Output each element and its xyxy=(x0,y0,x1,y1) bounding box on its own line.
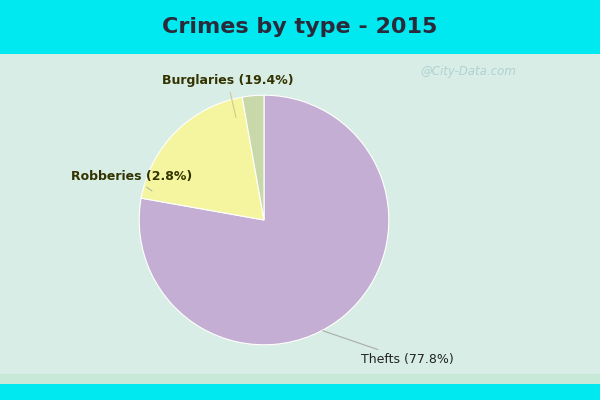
Bar xyxy=(0,378,600,392)
Bar xyxy=(0,374,600,388)
Bar xyxy=(0,380,600,393)
Bar xyxy=(0,376,600,389)
Text: Robberies (2.8%): Robberies (2.8%) xyxy=(71,170,192,191)
Bar xyxy=(0,384,600,397)
Bar xyxy=(0,384,600,398)
Bar xyxy=(0,379,600,392)
Bar xyxy=(0,377,600,390)
Bar xyxy=(0,386,600,400)
Bar xyxy=(0,380,600,393)
Wedge shape xyxy=(141,97,264,220)
Bar xyxy=(0,379,600,392)
Bar xyxy=(0,387,600,400)
Wedge shape xyxy=(242,95,264,220)
Bar xyxy=(0,375,600,388)
Bar xyxy=(0,383,600,396)
Bar xyxy=(0,382,600,396)
Bar xyxy=(0,374,600,387)
Wedge shape xyxy=(139,95,389,345)
Bar xyxy=(0,384,600,397)
Text: @City-Data.com: @City-Data.com xyxy=(420,66,516,78)
Text: Thefts (77.8%): Thefts (77.8%) xyxy=(323,331,454,366)
Bar xyxy=(0,376,600,390)
Bar xyxy=(0,375,600,388)
Text: Burglaries (19.4%): Burglaries (19.4%) xyxy=(161,74,293,118)
Text: Crimes by type - 2015: Crimes by type - 2015 xyxy=(163,17,437,37)
Bar xyxy=(0,386,600,399)
Bar xyxy=(0,380,600,394)
Bar xyxy=(0,382,600,395)
Bar xyxy=(0,377,600,391)
Bar xyxy=(0,385,600,399)
Bar xyxy=(0,378,600,391)
Bar xyxy=(0,381,600,395)
Bar xyxy=(0,376,600,389)
Bar xyxy=(0,385,600,398)
Bar xyxy=(0,0,600,54)
Bar xyxy=(0,384,600,400)
Bar xyxy=(0,381,600,394)
Bar xyxy=(0,383,600,396)
